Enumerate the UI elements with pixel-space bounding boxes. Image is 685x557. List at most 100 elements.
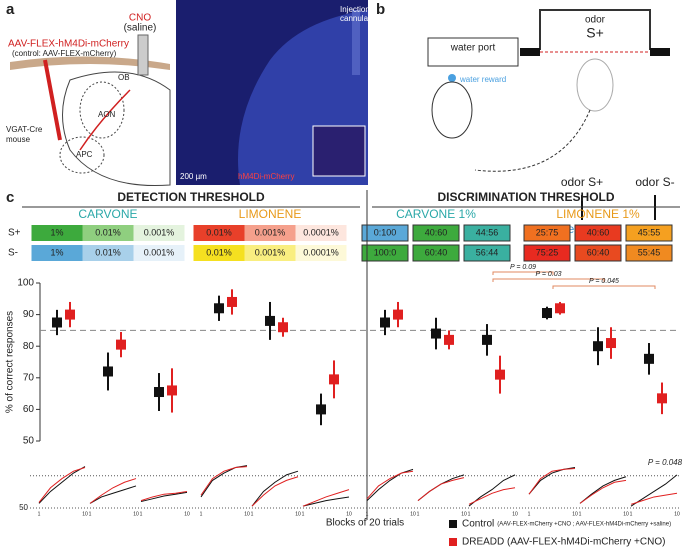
learning-curve [251,470,299,507]
stimulus-box [361,224,409,242]
learning-curve [630,474,678,507]
stimulus-box [31,225,83,241]
legend-label: DREADD (AAV-FLEX-hM4Di-mCherry +CNO) [462,537,665,548]
x-tick-label: 10 [410,511,416,517]
section-title: DISCRIMINATION THRESHOLD [437,190,614,204]
x-tick-label: 10 [346,511,352,517]
learning-curve [630,492,678,505]
label: AON [98,110,116,119]
y-tick-label: 70 [23,372,35,383]
x-tick-label: 1 [528,511,531,517]
stimulus-label: 0.001% [255,247,286,257]
mean-marker [65,309,75,320]
mean-marker [482,334,492,345]
label: cannula [340,14,369,23]
stimulus-label: 60:40 [425,247,448,257]
section-title: DETECTION THRESHOLD [117,190,265,204]
stimulus-label: 0.01% [206,247,232,257]
stimulus-label: 0.001% [144,247,175,257]
stimulus-box [523,244,571,262]
row-label: S- [8,248,18,259]
y-axis-label: % of correct responses [5,311,16,413]
beam [520,48,540,56]
projection [79,89,131,151]
mean-marker [227,296,237,307]
stimulus-label: 0:100 [374,227,397,237]
stimulus-box [295,225,347,241]
water-drop [448,74,456,82]
stimulus-label: 1% [50,247,63,257]
learning-curve [140,491,188,503]
x-tick-label: 10 [623,511,629,517]
mean-marker [154,387,164,398]
mean-marker [495,369,505,380]
mouse [431,81,473,139]
x-tick-label: 1 [200,511,203,517]
stimulus-box [361,244,409,262]
mean-marker [444,334,454,345]
panel-letter: a [6,1,15,18]
stimulus-box [133,225,185,241]
mean-marker [542,308,552,319]
learning-curve [89,485,137,504]
x-tick-label: 10 [82,511,88,517]
mean-marker [278,322,288,333]
mean-marker [380,317,390,328]
label: S+ [586,25,604,41]
learning-curve [417,474,465,502]
label: (control: AAV-FLEX-mCherry) [12,49,117,58]
bracket [492,278,605,282]
x-axis-label: Blocks of 20 trials [326,518,404,529]
panel-letter: c [6,189,14,206]
stimulus-label: 0.001% [255,227,286,237]
label: Injection [340,5,370,14]
stimulus-box [463,224,511,242]
stimulus-label: 44:56 [476,227,499,237]
beam [650,48,670,56]
injection-needle [43,59,62,141]
odor-title: LIMONENE 1% [556,207,640,221]
x-tick-label: 10 [512,511,518,517]
x-tick-label: 1 [251,511,254,517]
stimulus-box [193,225,245,241]
panel-letter: b [376,1,385,18]
y-tick-label: 60 [23,404,35,415]
legend-note: (AAV-FLEX-mCherry +CNO ; AAV-FLEX-hM4Di-… [497,522,671,528]
learning-curve [579,476,627,504]
cannula [137,34,149,76]
x-tick-label: 1 [302,511,305,517]
stimulus-label: 0.0001% [303,247,339,257]
x-tick-label: 1 [630,511,633,517]
x-tick-label: 1 [38,511,41,517]
legend-swatch [449,520,457,528]
learning-curve [366,470,414,500]
x-tick-label: 10 [184,511,190,517]
mean-marker [393,309,403,320]
learning-curve [468,487,516,505]
learning-curve [417,477,465,502]
label: odor [585,15,606,26]
learning-curve [579,479,627,504]
p-value: P = 0.09 [510,264,536,271]
stimulus-label: 100:0 [374,247,397,257]
legend-label: Control [462,519,494,530]
x-tick-label: 10 [295,511,301,517]
stimulus-box [244,225,296,241]
stimulus-box [625,244,673,262]
x-tick-label: 1 [468,511,471,517]
mean-marker [214,303,224,314]
x-tick-label: 10 [461,511,467,517]
y-tick-label: 90 [23,309,35,320]
stimulus-label: 0.0001% [303,227,339,237]
stimulus-label: 0.01% [95,227,121,237]
cannula-track [352,10,360,75]
label: water port [450,43,496,54]
label: APC [76,150,93,159]
skull [10,56,170,70]
learning-curve [251,476,299,507]
learning-curve [38,467,86,503]
x-tick-label: 1 [366,511,369,517]
stimulus-label: 0.01% [95,247,121,257]
stimulus-box [625,224,673,242]
